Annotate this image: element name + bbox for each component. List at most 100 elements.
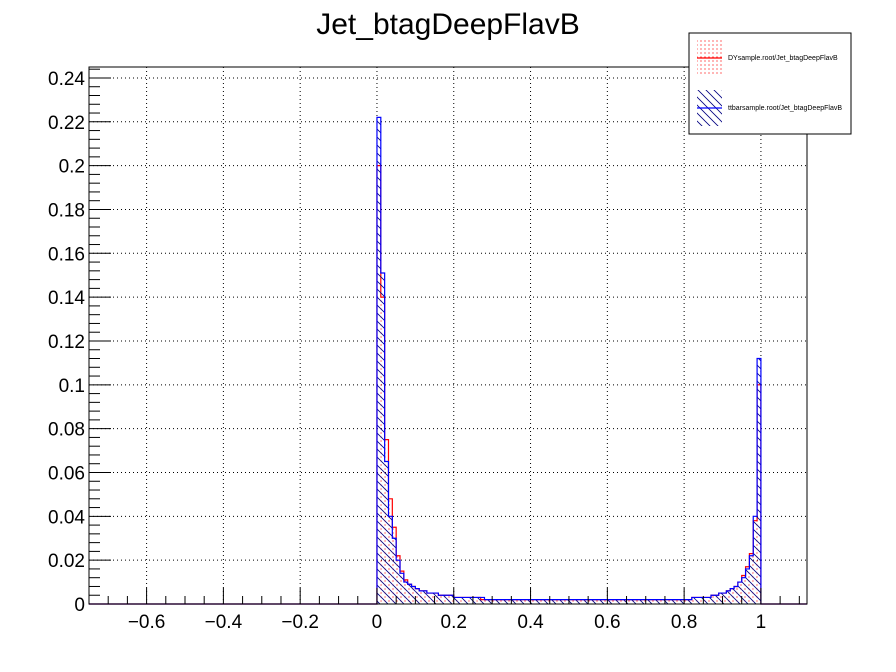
histogram-bin-ttbar	[461, 597, 466, 604]
histogram-bin-ttbar	[499, 599, 504, 604]
x-tick-label: 0.2	[441, 612, 467, 633]
histogram-bin-ttbar	[438, 595, 443, 604]
histogram-bin-ttbar	[530, 599, 535, 604]
histogram-bin-ttbar	[691, 597, 696, 604]
y-tick-label: 0.02	[48, 551, 85, 572]
histogram-bin-ttbar	[480, 597, 485, 604]
histogram-bin-ttbar	[538, 599, 543, 604]
histogram-bin-ttbar	[676, 599, 681, 604]
histogram-bin-ttbar	[434, 593, 439, 604]
histogram-bin-ttbar	[595, 599, 600, 604]
y-tick-label: 0	[74, 595, 85, 616]
histogram-bin-ttbar	[465, 597, 470, 604]
histogram-bin-ttbar	[388, 516, 393, 604]
histogram-bin-ttbar	[426, 593, 431, 604]
histogram-bin-ttbar	[522, 599, 527, 604]
histogram-bin-ttbar	[718, 593, 723, 604]
histogram-bin-ttbar	[442, 595, 447, 604]
histogram-bin-ttbar	[565, 599, 569, 604]
histogram-bin-ttbar	[430, 593, 435, 604]
histogram-outline-dy	[89, 165, 807, 605]
histogram-bin-ttbar	[449, 595, 454, 604]
histogram-bin-ttbar	[476, 597, 481, 604]
y-tick-label: 0.12	[48, 332, 85, 353]
histogram-bin-ttbar	[714, 595, 719, 604]
y-tick-label: 0.2	[59, 157, 85, 178]
histogram-bin-ttbar	[407, 584, 412, 604]
y-tick-label: 0.14	[48, 288, 85, 309]
legend: DYsample.root/Jet_btagDeepFlavB ttbarsam…	[688, 32, 852, 135]
histogram-bin-ttbar	[672, 599, 677, 604]
histogram-bin-ttbar	[484, 599, 489, 604]
histogram-bin-ttbar	[495, 599, 500, 604]
histogram-bin-ttbar	[534, 599, 539, 604]
histogram-bin-ttbar	[684, 599, 688, 604]
histogram-bin-ttbar	[611, 599, 616, 604]
histogram-bin-ttbar	[591, 599, 596, 604]
histogram-bin-ttbar	[680, 599, 685, 604]
histogram-bin-ttbar	[580, 599, 585, 604]
histogram-bin-ttbar	[703, 597, 708, 604]
histogram-bin-ttbar	[415, 588, 420, 604]
histogram-bin-ttbar	[557, 599, 562, 604]
plot-frame	[88, 66, 808, 605]
histogram-bin-ttbar	[757, 358, 761, 604]
histogram-bin-ttbar	[419, 590, 424, 604]
histogram-bin-ttbar	[695, 597, 700, 604]
histogram-bin-ttbar	[630, 599, 635, 604]
histogram-bin-ttbar	[734, 586, 738, 604]
histogram-bin-ttbar	[515, 599, 520, 604]
histogram-outline-ttbar	[89, 116, 807, 605]
histogram-bin-ttbar	[607, 599, 612, 604]
histogram-bin-ttbar	[641, 599, 646, 604]
histogram-bin-ttbar	[472, 597, 477, 604]
histogram-bin-ttbar	[722, 593, 727, 604]
y-tick-label: 0.06	[48, 463, 85, 484]
histogram-bin-ttbar	[599, 599, 604, 604]
histogram-bin-ttbar	[737, 582, 742, 604]
histogram-bin-ttbar	[507, 599, 512, 604]
y-tick-labels: 0 0.02 0.04 0.06 0.08 0.1 0.12 0.14 0.16 0.18 0.2 0…	[48, 69, 85, 616]
histogram-bin-ttbar	[511, 599, 516, 604]
grid-lines	[89, 67, 807, 604]
histogram-bin-ttbar	[549, 599, 554, 604]
x-tick-label: 0.8	[671, 612, 697, 633]
histogram-bin-ttbar	[492, 599, 496, 604]
y-tick-label: 0.04	[48, 507, 85, 528]
histogram-bin-ttbar	[503, 599, 508, 604]
y-tick-label: 0.16	[48, 244, 85, 265]
histogram-bin-ttbar	[603, 599, 608, 604]
x-tick-label: −0.4	[205, 612, 243, 633]
histogram-bin-ttbar	[446, 595, 450, 604]
histogram-bin-ttbar	[542, 599, 546, 604]
x-tick-label: 0.4	[517, 612, 544, 633]
histogram-bin-ttbar	[526, 599, 531, 604]
histogram-bin-ttbar	[618, 599, 623, 604]
histogram-bin-ttbar	[396, 560, 401, 604]
histogram-bin-ttbar	[657, 599, 662, 604]
histogram-bin-ttbar	[622, 599, 627, 604]
histogram-bin-ttbar	[469, 597, 473, 604]
histogram-bin-ttbar	[615, 599, 619, 604]
y-tick-label: 0.22	[48, 113, 85, 134]
histogram-bin-ttbar	[519, 599, 523, 604]
histogram-bin-ttbar	[584, 599, 589, 604]
histogram-bin-ttbar	[626, 599, 631, 604]
x-tick-label: 0	[372, 612, 383, 633]
x-tick-label: −0.2	[281, 612, 319, 633]
axes	[88, 66, 808, 605]
histogram-bin-ttbar	[488, 599, 493, 604]
histogram-bin-ttbar	[411, 586, 416, 604]
histogram-bin-ttbar	[707, 597, 712, 604]
histogram-bin-ttbar	[384, 461, 389, 604]
histogram-bin-ttbar	[545, 599, 550, 604]
histogram-bin-ttbar	[561, 599, 566, 604]
histogram-bin-ttbar	[753, 516, 758, 604]
histogram-bin-ttbar	[649, 599, 654, 604]
x-tick-label: 0.6	[594, 612, 620, 633]
histogram-bin-ttbar	[376, 117, 381, 605]
histogram-bin-ttbar	[588, 599, 592, 604]
histogram-bin-ttbar	[638, 599, 642, 604]
y-tick-label: 0.08	[48, 420, 85, 441]
x-tick-labels: −0.6 −0.4 −0.2 0 0.2 0.4 0.6 0.8 1	[128, 612, 766, 633]
